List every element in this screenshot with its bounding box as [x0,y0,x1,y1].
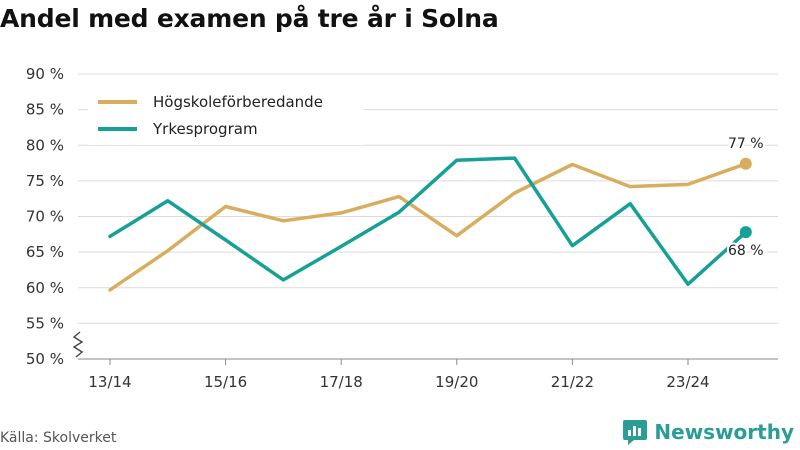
y-tick-label: 50 % [26,350,64,368]
y-tick-label: 55 % [26,314,64,332]
end-data-label: 68 % [728,243,764,259]
y-tick-label: 60 % [26,279,64,297]
end-point-marker [739,226,752,239]
y-axis-ticks: 50 % 55 % 60 % 65 % 70 % 75 % 80 % 85 % 90 % [26,65,64,368]
legend-label: Högskoleförberedande [153,93,323,111]
series-line [108,162,748,292]
legend-label: Yrkesprogram [152,120,258,138]
series-lines: 77 % 68 % [108,134,766,292]
series-line [108,156,748,286]
legend-background [88,85,364,145]
newsworthy-logo-icon [623,420,648,445]
y-tick-label: 70 % [26,208,64,226]
source-note: Källa: Skolverket [0,430,117,446]
end-point-marker [739,157,752,170]
brand-logo: Newsworthy [622,419,794,445]
end-data-label: 77 % [728,136,764,152]
brand-name: Newsworthy [654,420,794,444]
y-tick-label: 65 % [26,243,64,261]
y-tick-label: 85 % [26,101,64,119]
y-tick-label: 75 % [26,172,64,190]
axis-break-zigzag [72,331,84,358]
x-tick-label: 13/14 [88,373,131,391]
x-tick-label: 23/24 [666,373,709,391]
axis-break-icon [72,331,84,358]
x-tick-label: 21/22 [551,373,594,391]
y-tick-label: 80 % [26,136,64,154]
y-tick-label: 90 % [26,65,64,83]
x-tick-label: 19/20 [435,373,478,391]
x-axis: 13/14 15/16 17/18 19/20 21/22 23/24 [78,358,778,391]
chart-title: Andel med examen på tre år i Solna [0,4,499,33]
x-tick-label: 17/18 [320,373,363,391]
legend: Högskoleförberedande Yrkesprogram [88,85,364,145]
x-tick-label: 15/16 [204,373,247,391]
grid-lines [78,73,778,324]
